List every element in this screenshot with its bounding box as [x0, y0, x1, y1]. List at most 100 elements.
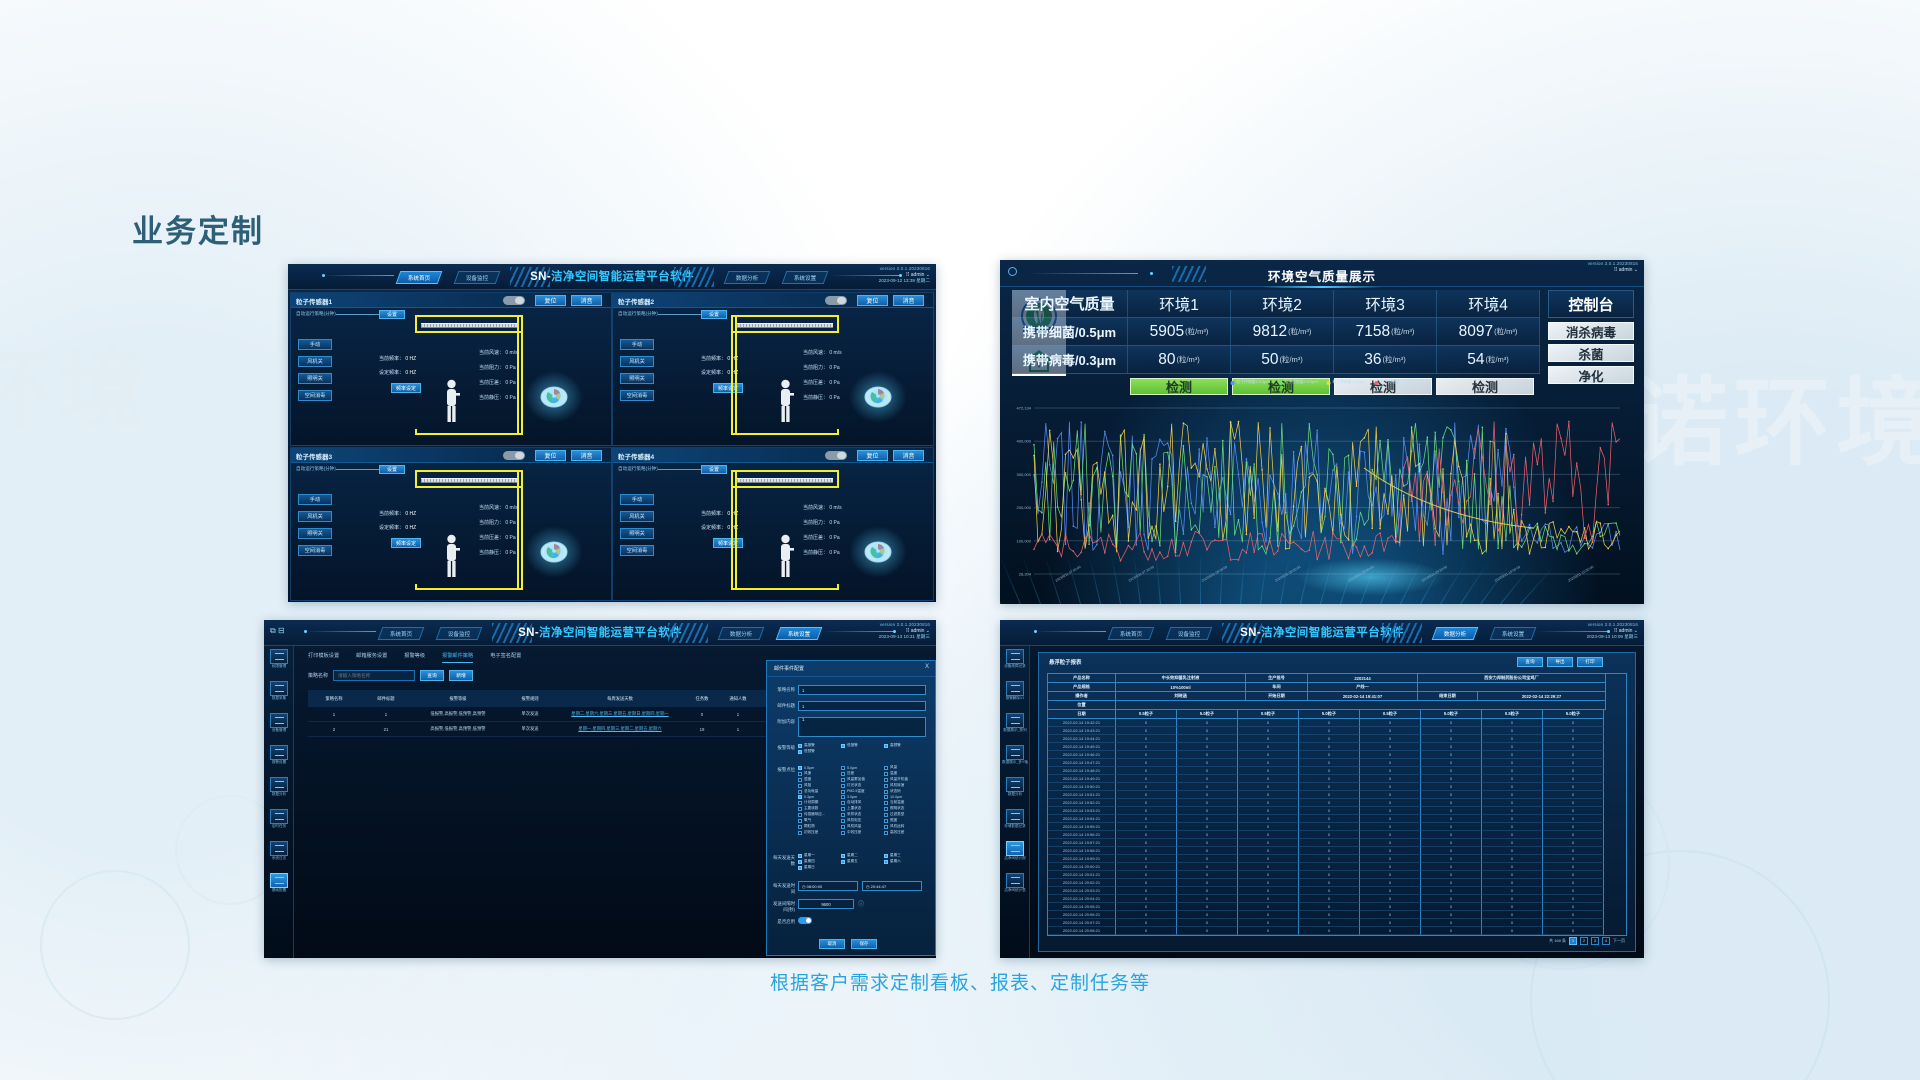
sensor-op-button[interactable]: 手动 — [620, 339, 654, 350]
param-checkbox[interactable]: 灯光状态 — [841, 783, 883, 788]
next-page-link[interactable]: 下一页 — [1613, 938, 1625, 943]
save-button[interactable]: 保存 — [851, 939, 877, 949]
sensor-power-toggle[interactable] — [503, 451, 525, 460]
sensor-op-button[interactable]: 手动 — [298, 494, 332, 505]
page-button[interactable]: 4 — [1602, 937, 1610, 945]
user-menu[interactable]: ⠿ admin ⌄ — [905, 271, 930, 278]
param-checkbox[interactable]: 自动排风 — [841, 800, 883, 805]
settings-tab[interactable]: 邮箱服务设置 — [356, 653, 388, 659]
page-button[interactable]: 1 — [1569, 937, 1577, 945]
sidebar-item-1[interactable]: 权限管理 — [264, 648, 294, 678]
param-checkbox[interactable]: 照度 — [884, 818, 926, 823]
sidebar-item-7[interactable]: 系统日志 — [264, 840, 294, 870]
strategy-name-input[interactable] — [333, 670, 416, 681]
param-checkbox[interactable]: 高效压差 — [884, 830, 926, 835]
sensor-op-button[interactable]: 空间消毒 — [620, 390, 654, 401]
legend-item[interactable]: 粒子传感器3-0.5μm — [1326, 380, 1366, 385]
sidebar-item-5[interactable]: 数据分析 — [264, 776, 294, 806]
nav-tab-data-analysis[interactable]: 数据分析 — [717, 627, 765, 640]
param-checkbox[interactable]: 5.0μm — [841, 765, 883, 770]
legend-item[interactable]: 粒子传感器1-0.5μm — [1230, 380, 1270, 385]
param-checkbox[interactable]: 10.0μm — [884, 795, 926, 799]
sensor-op-button[interactable]: 手动 — [298, 339, 332, 350]
param-checkbox[interactable]: 风量 — [884, 765, 926, 770]
sensor-op-button[interactable]: 手动 — [620, 494, 654, 505]
time-start-picker[interactable]: ◷ 08:00:00 — [798, 881, 858, 891]
nav-tab-data-analysis[interactable]: 数据分析 — [1431, 627, 1479, 640]
param-checkbox[interactable]: 压差 — [841, 771, 883, 776]
sensor-mute-button[interactable]: 消音 — [571, 295, 602, 306]
sidebar-item-4[interactable]: 报警设置 — [264, 744, 294, 774]
close-icon[interactable]: X — [924, 664, 929, 670]
param-checkbox[interactable]: 风机运转 — [884, 824, 926, 829]
sensor-op-button[interactable]: 空间消毒 — [620, 545, 654, 556]
user-menu[interactable]: ⠿ admin ⌄ — [905, 627, 930, 634]
param-checkbox[interactable]: 计划周期 — [798, 800, 840, 805]
param-checkbox[interactable]: 风量累加值 — [841, 777, 883, 782]
weekday-checkbox[interactable]: 星期日 — [798, 865, 840, 870]
weekday-checkbox[interactable]: 星期四 — [798, 859, 840, 864]
sensor-op-button[interactable]: 照明关 — [298, 528, 332, 539]
auto-strategy-set-button[interactable]: 设置 — [701, 465, 727, 474]
sensor-power-toggle[interactable] — [503, 296, 525, 305]
report-sidebar-item-7[interactable]: 洁净间统计报 — [1000, 840, 1030, 870]
legend-item[interactable]: 粒子传感器4-0.5μm — [1374, 380, 1414, 385]
param-checkbox[interactable]: 照明状态 — [884, 806, 926, 811]
report-sidebar-item-4[interactable]: 数据展示_多Y轴 — [1000, 744, 1030, 774]
param-checkbox[interactable]: 当前温度 — [884, 800, 926, 805]
sensor-op-button[interactable]: 空间消毒 — [298, 390, 332, 401]
console-button-purify[interactable]: 净化 — [1548, 366, 1634, 384]
weekday-checkbox[interactable]: 星期二 — [841, 853, 883, 858]
detect-button-4[interactable]: 检测 — [1436, 378, 1534, 395]
param-checkbox[interactable]: PM2.5温度 — [841, 789, 883, 794]
sidebar-item-3[interactable]: 设备管理 — [264, 712, 294, 742]
window-controls-icon[interactable]: ⧉ ⊟ — [270, 626, 285, 635]
nav-tab-home[interactable]: 系统首页 — [1107, 627, 1155, 640]
nav-tab-system-settings[interactable]: 系统设置 — [1489, 627, 1537, 640]
param-checkbox[interactable]: 温度 — [884, 771, 926, 776]
alarm-level-checkbox[interactable]: 低预警 — [798, 749, 840, 754]
apply-frequency-button[interactable]: 频率设定 — [713, 383, 743, 393]
report-sidebar-item-2[interactable]: 报警解除V1 — [1000, 680, 1030, 710]
cancel-button[interactable]: 取消 — [819, 939, 845, 949]
weekday-checkbox[interactable]: 星期三 — [884, 853, 926, 858]
auto-strategy-set-button[interactable]: 设置 — [379, 465, 405, 474]
param-checkbox[interactable]: 初效压差 — [798, 830, 840, 835]
param-checkbox[interactable]: 主要读数 — [798, 806, 840, 811]
user-menu[interactable]: ⠿ admin ⌄ — [1613, 266, 1638, 273]
nav-tab-home[interactable]: 系统首页 — [395, 271, 443, 284]
sensor-reset-button[interactable]: 复位 — [535, 450, 566, 461]
weekday-checkbox[interactable]: 星期六 — [884, 859, 926, 864]
sensor-power-toggle[interactable] — [825, 296, 847, 305]
param-checkbox[interactable]: 氧气 — [798, 818, 840, 823]
info-icon[interactable]: ⓘ — [858, 902, 865, 908]
alarm-level-checkbox[interactable]: 高预警 — [884, 743, 926, 748]
time-end-picker[interactable]: ◷ 20:44:47 — [862, 881, 922, 891]
sensor-mute-button[interactable]: 消音 — [571, 450, 602, 461]
param-checkbox[interactable]: 传感器响应... — [798, 812, 840, 817]
nav-tab-device-monitor[interactable]: 设备监控 — [435, 627, 483, 640]
apply-frequency-button[interactable]: 频率设定 — [713, 538, 743, 548]
nav-tab-home[interactable]: 系统首页 — [377, 627, 425, 640]
auto-strategy-set-button[interactable]: 设置 — [701, 310, 727, 319]
sensor-op-button[interactable]: 风机关 — [620, 356, 654, 367]
apply-frequency-button[interactable]: 频率设定 — [391, 383, 421, 393]
table-row[interactable]: 1 1 低报警,高报警,低预警,高预警 单次发送 星期二,星期六,星期三,星期五,星期日… — [308, 707, 930, 722]
param-checkbox[interactable]: 3.0μm — [841, 795, 883, 799]
param-checkbox[interactable]: 湿度 — [798, 777, 840, 782]
report-sidebar-item-6[interactable]: 存储数据记录 — [1000, 808, 1030, 838]
settings-tab[interactable]: 报警等级 — [404, 653, 426, 659]
detect-button-2[interactable]: 检测 — [1232, 378, 1330, 395]
report-sidebar-item-5[interactable]: 数据分析 — [1000, 776, 1030, 806]
add-button[interactable]: 新增 — [449, 670, 474, 681]
sensor-op-button[interactable]: 照明关 — [620, 528, 654, 539]
extra-content-field[interactable]: 1 — [798, 717, 926, 737]
search-button[interactable]: 查询 — [420, 670, 445, 681]
console-button-sterilize[interactable]: 杀菌 — [1548, 344, 1634, 362]
param-checkbox[interactable]: 风量开机值 — [884, 777, 926, 782]
param-checkbox[interactable]: 0.5μm — [798, 765, 840, 770]
param-checkbox[interactable]: 状态码 — [884, 789, 926, 794]
sensor-mute-button[interactable]: 消音 — [893, 295, 924, 306]
report-sidebar-item-1[interactable]: 设备故障记录 — [1000, 648, 1030, 678]
param-checkbox[interactable]: 风机电压 — [841, 818, 883, 823]
